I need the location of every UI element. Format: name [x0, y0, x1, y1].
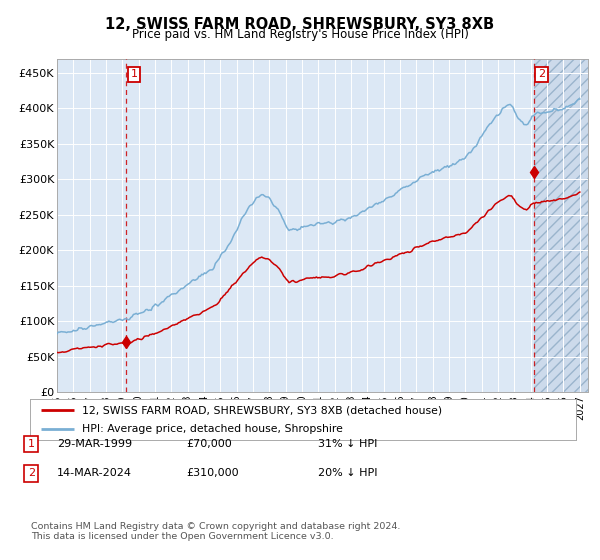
Text: 14-MAR-2024: 14-MAR-2024	[57, 468, 132, 478]
Bar	[534, 59, 588, 392]
Text: Contains HM Land Registry data © Crown copyright and database right 2024.
This d: Contains HM Land Registry data © Crown c…	[31, 522, 401, 542]
Text: 31% ↓ HPI: 31% ↓ HPI	[318, 439, 377, 449]
Text: 2: 2	[28, 468, 35, 478]
Text: 2: 2	[538, 69, 545, 80]
Text: 1: 1	[28, 439, 35, 449]
Text: 1: 1	[130, 69, 137, 80]
Text: Price paid vs. HM Land Registry's House Price Index (HPI): Price paid vs. HM Land Registry's House …	[131, 28, 469, 41]
Text: 12, SWISS FARM ROAD, SHREWSBURY, SY3 8XB (detached house): 12, SWISS FARM ROAD, SHREWSBURY, SY3 8XB…	[82, 405, 442, 415]
Text: £70,000: £70,000	[186, 439, 232, 449]
Text: £310,000: £310,000	[186, 468, 239, 478]
Text: 29-MAR-1999: 29-MAR-1999	[57, 439, 132, 449]
Bar	[534, 59, 588, 392]
Text: HPI: Average price, detached house, Shropshire: HPI: Average price, detached house, Shro…	[82, 424, 343, 433]
Text: 20% ↓ HPI: 20% ↓ HPI	[318, 468, 377, 478]
Text: 12, SWISS FARM ROAD, SHREWSBURY, SY3 8XB: 12, SWISS FARM ROAD, SHREWSBURY, SY3 8XB	[106, 17, 494, 32]
